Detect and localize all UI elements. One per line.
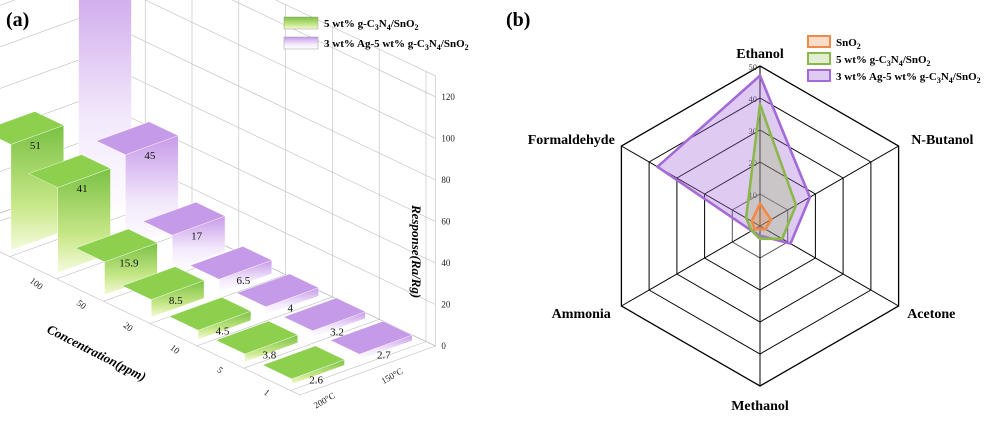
legend-label: 3 wt% Ag-5 wt% g-C3N4/SnO2: [324, 38, 469, 52]
bar-top: [236, 273, 320, 308]
bar-value-label: 41: [77, 183, 88, 195]
z-tick-label: 0: [441, 341, 446, 351]
panel-a-3d-bar-chart: 1205145411715.96.58.544.53.23.82.72.6 02…: [0, 0, 469, 410]
radar-series: [656, 74, 812, 245]
legend-label: 5 wt% g-C3N4/SnO2: [836, 54, 931, 68]
bar: 17: [142, 201, 226, 271]
grid-line-z: [0, 0, 436, 139]
panel-a-label: (a): [6, 9, 29, 31]
bars: 1205145411715.96.58.544.53.23.82.72.6: [0, 0, 413, 386]
radial-tick-label: 10: [749, 190, 758, 200]
radar-axis-label: Methanol: [731, 399, 789, 414]
legend-swatch: [807, 69, 831, 82]
bar-top: [189, 246, 273, 280]
bar-value-label: 51: [30, 140, 41, 152]
bar-value-label: 45: [144, 150, 156, 162]
radar-axis-label: Ammonia: [552, 307, 611, 322]
grid-line-y: [290, 71, 427, 391]
panel-b-radar-chart: 1020304050 EthanolN-ButanolAcetoneMethan…: [528, 35, 981, 414]
grid-line-y: [196, 26, 333, 347]
y-tick-label: 100: [28, 275, 45, 291]
radial-tick-label: 50: [749, 62, 758, 72]
z-tick-label: 20: [441, 300, 451, 310]
radar-axis-label: Acetone: [907, 307, 955, 322]
y-tick-label: 50: [75, 298, 89, 312]
bar-value-label: 4.5: [216, 326, 230, 338]
bar-value-label: 2.6: [309, 374, 323, 386]
z-axis-label: Response(Ra/Rg): [409, 204, 424, 298]
legend-swatch: [807, 35, 831, 48]
y-tick-label: 10: [168, 342, 182, 356]
bar: 3.2: [283, 297, 366, 338]
legend-a: 5 wt% g-C3N4/SnO2 3 wt% Ag-5 wt% g-C3N4/S…: [283, 16, 469, 52]
bar: 2.6: [262, 345, 346, 386]
bar-top: [262, 345, 346, 380]
bar-value-label: 4: [287, 302, 293, 314]
radar-axis-labels: Ethanol N-Butanol Acetone Methanol Ammonia Fo…: [528, 47, 974, 414]
bar-top: [283, 297, 366, 332]
radar-spoke: [621, 225, 761, 307]
bar: 15.9: [74, 228, 158, 296]
grid-line-z: [231, 0, 436, 98]
bar-top: [0, 111, 65, 145]
bar: 6.5: [189, 246, 273, 294]
legend-swatch: [283, 16, 319, 30]
z-tick-label: 80: [441, 175, 451, 185]
bar-value-label: 17: [191, 231, 203, 243]
bar: 2.7: [329, 320, 413, 362]
bar: 3.8: [215, 320, 299, 363]
bar-value-label: 15.9: [119, 257, 139, 269]
radar-axis-label: Formaldehyde: [528, 133, 615, 148]
bar-value-label: 6.5: [237, 275, 251, 287]
legend-swatch: [283, 36, 319, 50]
legend-b: SnO2 5 wt% g-C3N4/SnO2 3 wt% Ag-5 wt% g-C3…: [807, 35, 981, 85]
z-tick-label: 120: [441, 92, 455, 102]
bar-value-label: 2.7: [377, 350, 391, 362]
bar-top: [28, 154, 112, 188]
bar-value-label: 8.5: [169, 295, 183, 307]
bar: 4: [236, 273, 320, 316]
bar: 8.5: [121, 266, 205, 318]
bar-top: [329, 320, 413, 355]
legend-label: 5 wt% g-C3N4/SnO2: [324, 18, 419, 32]
radar-axis-label: Ethanol: [736, 47, 784, 62]
legend-label: SnO2: [836, 37, 861, 51]
panel-b-label: (b): [506, 9, 530, 31]
x-tick-label: 200°C: [312, 390, 337, 410]
bar-top: [215, 320, 299, 355]
y-tick-label: 1: [262, 387, 272, 398]
bar-value-label: 3.2: [330, 326, 344, 338]
z-tick-label: 60: [441, 216, 451, 226]
bar-value-label: 3.8: [262, 349, 276, 361]
bar-top: [74, 228, 158, 263]
y-tick-label: 5: [215, 365, 225, 376]
y-tick-label: 20: [122, 320, 136, 334]
bar: 4.5: [168, 296, 252, 340]
radial-tick-label: 40: [749, 94, 758, 104]
legend-swatch: [807, 52, 831, 65]
radar-spoke: [759, 145, 899, 227]
radar-series-polygon: [656, 74, 812, 245]
grid-line-y: [243, 49, 380, 369]
z-tick-label: 100: [441, 133, 455, 143]
bar-top: [121, 266, 205, 300]
radar-series-polygon: [750, 202, 773, 231]
bar-top: [168, 297, 252, 331]
z-tick-label: 40: [441, 258, 451, 268]
radar-axis-label: N-Butanol: [911, 133, 973, 148]
radial-tick-label: 30: [749, 126, 758, 136]
x-tick-label: 150°C: [380, 366, 405, 386]
y-axis-label: Concentration(ppm): [45, 321, 149, 384]
radar-grid: 1020304050: [620, 62, 900, 387]
bar-top: [142, 201, 226, 236]
bar-top: [95, 121, 179, 155]
radar-spoke: [621, 145, 761, 227]
legend-label: 3 wt% Ag-5 wt% g-C3N4/SnO2: [836, 71, 981, 85]
